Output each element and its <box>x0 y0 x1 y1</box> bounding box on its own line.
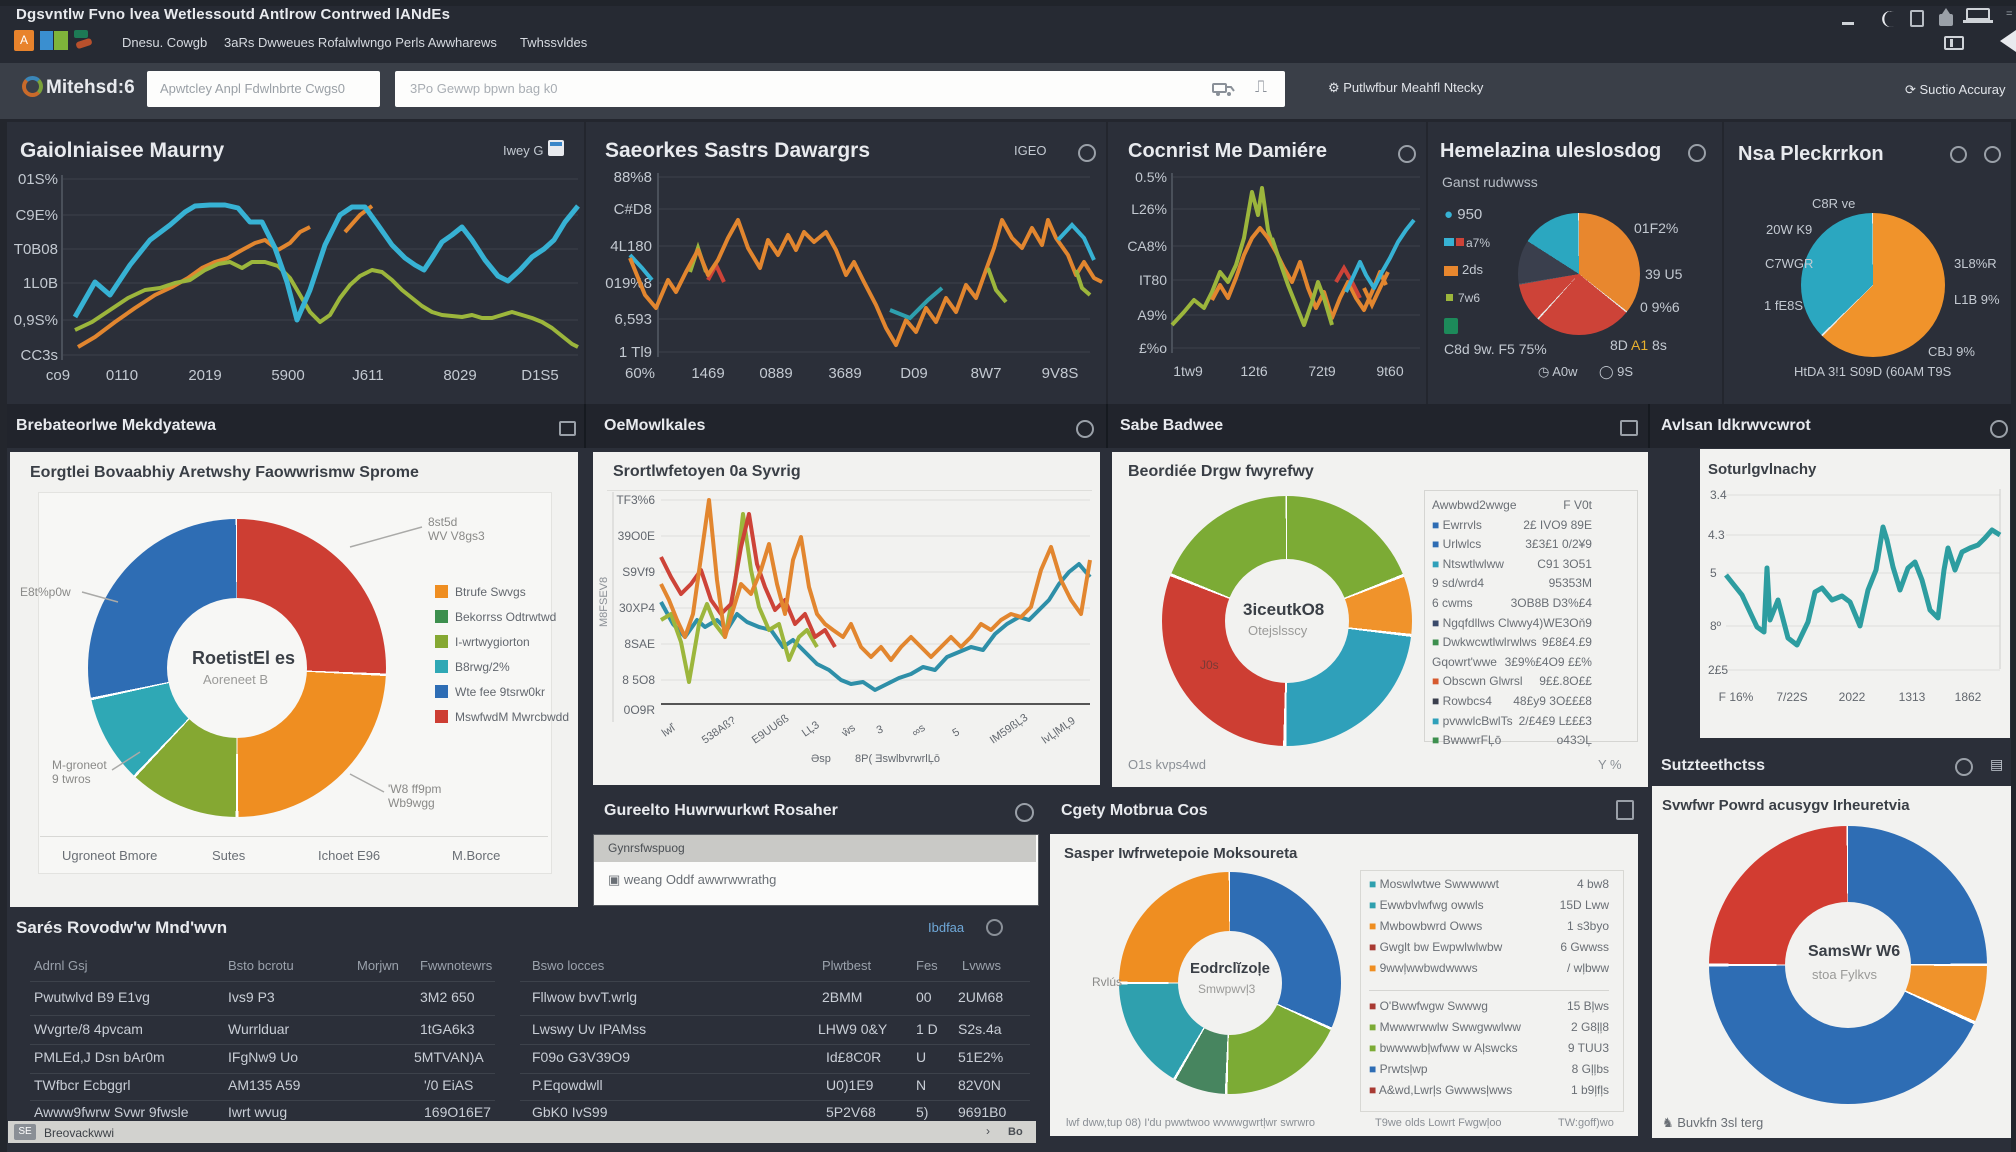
svg-text:60%: 60% <box>625 365 655 382</box>
svg-text:∞s: ∞s <box>910 722 928 740</box>
svg-text:co9: co9 <box>46 367 70 384</box>
svg-text:0O9R: 0O9R <box>624 703 656 717</box>
svg-text:S9Vf9: S9Vf9 <box>622 565 655 579</box>
svg-text:A9%: A9% <box>1137 307 1167 323</box>
svg-text:L26%: L26% <box>1131 201 1167 217</box>
svg-text:2£5: 2£5 <box>1708 663 1728 677</box>
svg-text:lwľ: lwľ <box>660 721 679 739</box>
svg-text:1tw9: 1tw9 <box>1173 363 1203 379</box>
svg-text:019%8: 019%8 <box>605 275 652 292</box>
svg-text:4L180: 4L180 <box>610 238 652 255</box>
svg-text:8P( ƎswlbvrwrlĻō: 8P( ƎswlbvrwrlĻō <box>855 753 940 765</box>
svg-text:J611: J611 <box>352 367 383 384</box>
svg-text:9V8S: 9V8S <box>1042 365 1079 382</box>
svg-text:2022: 2022 <box>1839 690 1866 704</box>
svg-text:C#D8: C#D8 <box>614 201 652 218</box>
svg-text:8029: 8029 <box>443 367 476 384</box>
svg-text:0889: 0889 <box>759 365 792 382</box>
svg-text:M8FSEV8: M8FSEV8 <box>598 577 610 627</box>
svg-text:8º: 8º <box>1710 619 1722 633</box>
svg-text:72t9: 72t9 <box>1308 363 1335 379</box>
svg-text:4.3: 4.3 <box>1708 528 1725 542</box>
svg-text:D1S5: D1S5 <box>521 367 559 384</box>
svg-text:0110: 0110 <box>106 367 138 384</box>
svg-text:1 Tl9: 1 Tl9 <box>619 344 652 361</box>
svg-text:3.4: 3.4 <box>1710 488 1727 502</box>
svg-text:lvĻļMĻ9: lvĻļMĻ9 <box>1040 715 1078 747</box>
svg-text:1313: 1313 <box>1899 690 1926 704</box>
svg-text:8W7: 8W7 <box>971 365 1002 382</box>
svg-text:5: 5 <box>1710 566 1717 580</box>
svg-text:0,9S%: 0,9S% <box>14 312 58 329</box>
svg-text:88%8: 88%8 <box>614 169 652 186</box>
svg-text:3689: 3689 <box>828 365 861 382</box>
svg-text:IM59ßĻ3: IM59ßĻ3 <box>988 712 1030 747</box>
svg-text:LĻ3: LĻ3 <box>800 719 822 739</box>
svg-text:1862: 1862 <box>1955 690 1982 704</box>
svg-text:3: 3 <box>875 723 885 736</box>
svg-text:IT80: IT80 <box>1139 272 1167 288</box>
svg-text:538Aß?: 538Aß? <box>700 715 738 747</box>
svg-text:0.5%: 0.5% <box>1135 169 1167 185</box>
svg-text:39O0E: 39O0E <box>618 529 655 543</box>
svg-text:7/22S: 7/22S <box>1776 690 1807 704</box>
svg-text:CC3s: CC3s <box>20 347 58 364</box>
svg-text:TF3%6: TF3%6 <box>616 493 655 507</box>
svg-text:1469: 1469 <box>691 365 724 382</box>
svg-text:30XP4: 30XP4 <box>619 601 655 615</box>
svg-text:2019: 2019 <box>188 367 221 384</box>
svg-text:£%o: £%o <box>1139 340 1167 356</box>
svg-text:F 16%: F 16% <box>1719 690 1754 704</box>
svg-text:CA8%: CA8% <box>1127 238 1167 254</box>
svg-text:12t6: 12t6 <box>1240 363 1267 379</box>
svg-text:1L0B: 1L0B <box>23 275 58 292</box>
svg-text:5900: 5900 <box>271 367 304 384</box>
svg-text:Əsp: Əsp <box>811 753 831 765</box>
svg-text:8SAE: 8SAE <box>624 637 655 651</box>
svg-text:6,593: 6,593 <box>614 311 652 328</box>
svg-text:T0B08: T0B08 <box>14 241 58 258</box>
svg-text:9t60: 9t60 <box>1376 363 1403 379</box>
svg-text:01S%: 01S% <box>18 171 58 188</box>
svg-text:8 5O8: 8 5O8 <box>622 673 655 687</box>
svg-text:5: 5 <box>951 726 962 739</box>
svg-text:C9E%: C9E% <box>15 207 58 224</box>
svg-text:ŵs: ŵs <box>839 722 858 740</box>
svg-text:D09: D09 <box>900 365 928 382</box>
svg-text:E9UU6ß: E9UU6ß <box>750 712 792 746</box>
